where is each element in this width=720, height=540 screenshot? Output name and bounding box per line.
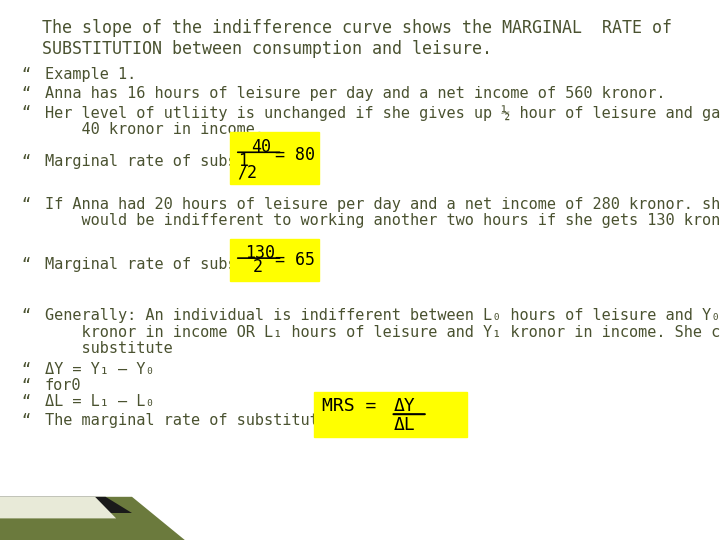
Text: 40: 40 — [251, 138, 271, 156]
Text: Her level of utliity is unchanged if she gives up ½ hour of leisure and gains: Her level of utliity is unchanged if she… — [45, 105, 720, 121]
FancyBboxPatch shape — [230, 132, 320, 184]
Polygon shape — [0, 497, 132, 513]
Text: /2: /2 — [238, 163, 258, 181]
Text: = 65: = 65 — [274, 251, 315, 269]
Text: “: “ — [21, 197, 30, 212]
Text: “: “ — [21, 378, 30, 393]
Text: 2: 2 — [252, 258, 262, 276]
Text: SUBSTITUTION between consumption and leisure.: SUBSTITUTION between consumption and lei… — [42, 40, 492, 58]
Text: ΔY = Y₁ – Y₀: ΔY = Y₁ – Y₀ — [45, 362, 154, 377]
Text: for0: for0 — [45, 378, 81, 393]
Polygon shape — [0, 497, 116, 518]
Text: ΔY: ΔY — [393, 397, 415, 415]
Text: “: “ — [21, 362, 30, 377]
Text: 1: 1 — [238, 152, 248, 170]
Polygon shape — [0, 497, 185, 540]
Text: Anna has 16 hours of leisure per day and a net income of 560 kronor.: Anna has 16 hours of leisure per day and… — [45, 86, 665, 102]
Text: substitute: substitute — [45, 341, 173, 356]
Text: “: “ — [21, 256, 30, 272]
Text: Example 1.: Example 1. — [45, 68, 136, 83]
Text: Marginal rate of substitution: Marginal rate of substitution — [45, 256, 310, 272]
Text: ΔL = L₁ – L₀: ΔL = L₁ – L₀ — [45, 394, 154, 409]
Text: Marginal rate of substitution:: Marginal rate of substitution: — [45, 154, 319, 169]
Text: kronor in income OR L₁ hours of leisure and Y₁ kronor in income. She can: kronor in income OR L₁ hours of leisure … — [45, 325, 720, 340]
FancyBboxPatch shape — [314, 392, 467, 437]
Text: The marginal rate of substitution is: The marginal rate of substitution is — [45, 413, 374, 428]
Text: The slope of the indifference curve shows the MARGINAL  RATE of: The slope of the indifference curve show… — [42, 19, 672, 37]
Text: Generally: An individual is indifferent between L₀ hours of leisure and Y₀: Generally: An individual is indifferent … — [45, 308, 720, 323]
Text: = 80: = 80 — [274, 146, 315, 164]
Text: “: “ — [21, 86, 30, 102]
Text: “: “ — [21, 105, 30, 120]
Text: “: “ — [21, 308, 30, 323]
Text: MRS =: MRS = — [322, 397, 377, 415]
Text: would be indifferent to working another two hours if she gets 130 kronor.: would be indifferent to working another … — [45, 213, 720, 228]
Text: 130: 130 — [246, 244, 276, 262]
Text: If Anna had 20 hours of leisure per day and a net income of 280 kronor. she: If Anna had 20 hours of leisure per day … — [45, 197, 720, 212]
Text: “: “ — [21, 394, 30, 409]
Text: ΔL: ΔL — [393, 416, 415, 434]
FancyBboxPatch shape — [230, 239, 320, 281]
Text: 40 kronor in income.: 40 kronor in income. — [45, 122, 264, 137]
Text: “: “ — [21, 154, 30, 169]
Text: “: “ — [21, 413, 30, 428]
Text: “: “ — [21, 68, 30, 83]
